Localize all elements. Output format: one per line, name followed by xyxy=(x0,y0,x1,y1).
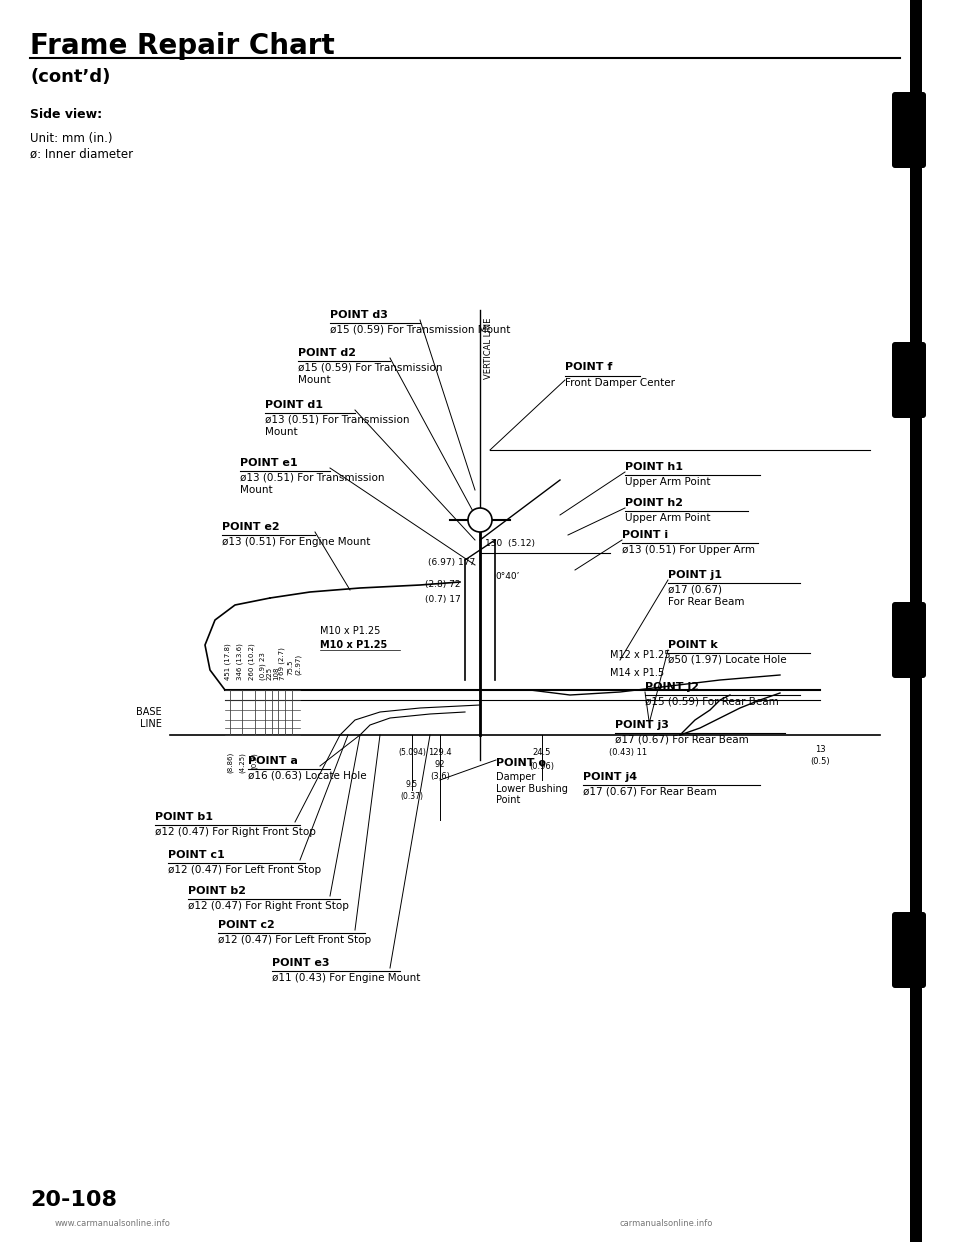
Text: Upper Arm Point: Upper Arm Point xyxy=(625,513,710,523)
Text: POINT c2: POINT c2 xyxy=(218,920,275,930)
FancyBboxPatch shape xyxy=(892,912,926,987)
Text: POINT j2: POINT j2 xyxy=(645,682,699,692)
Text: ø13 (0.51) For Transmission
Mount: ø13 (0.51) For Transmission Mount xyxy=(240,473,385,494)
Text: POINT h2: POINT h2 xyxy=(625,498,683,508)
Text: POINT h1: POINT h1 xyxy=(625,462,683,472)
Text: VERTICAL LINE: VERTICAL LINE xyxy=(484,318,493,379)
Text: M10 x P1.25: M10 x P1.25 xyxy=(320,626,380,636)
Text: (5.094): (5.094) xyxy=(398,748,426,758)
FancyBboxPatch shape xyxy=(892,342,926,419)
Text: ø50 (1.97) Locate Hole: ø50 (1.97) Locate Hole xyxy=(668,655,786,664)
Text: POINT b2: POINT b2 xyxy=(188,886,246,895)
Text: ø11 (0.43) For Engine Mount: ø11 (0.43) For Engine Mount xyxy=(272,972,420,982)
Bar xyxy=(910,0,922,1242)
Text: ø13 (0.51) For Transmission
Mount: ø13 (0.51) For Transmission Mount xyxy=(265,415,410,437)
Text: Frame Repair Chart: Frame Repair Chart xyxy=(30,32,335,60)
Text: 129.4: 129.4 xyxy=(428,748,452,758)
Text: POINT a: POINT a xyxy=(248,756,298,766)
Text: POINT e2: POINT e2 xyxy=(222,522,279,532)
FancyBboxPatch shape xyxy=(892,602,926,678)
Text: 225: 225 xyxy=(267,667,273,681)
Text: POINT d3: POINT d3 xyxy=(330,310,388,320)
Text: ø17 (0.67) For Rear Beam: ø17 (0.67) For Rear Beam xyxy=(615,735,749,745)
Text: 346 (13.6): 346 (13.6) xyxy=(237,643,243,681)
Text: (4.25): (4.25) xyxy=(239,751,245,773)
Text: ø12 (0.47) For Left Front Stop: ø12 (0.47) For Left Front Stop xyxy=(168,864,322,876)
Text: ø15 (0.59) For Transmission
Mount: ø15 (0.59) For Transmission Mount xyxy=(298,363,443,385)
Text: 92: 92 xyxy=(435,760,445,769)
Text: ø16 (0.63) Locate Hole: ø16 (0.63) Locate Hole xyxy=(248,771,367,781)
Text: 0°40’: 0°40’ xyxy=(495,573,519,581)
Text: Upper Arm Point: Upper Arm Point xyxy=(625,477,710,487)
Text: Front Damper Center: Front Damper Center xyxy=(565,378,675,388)
Text: POINT j4: POINT j4 xyxy=(583,773,637,782)
Text: 260 (10.2): 260 (10.2) xyxy=(249,643,255,681)
Text: (3.6): (3.6) xyxy=(430,773,450,781)
Text: 451 (17.8): 451 (17.8) xyxy=(225,643,231,681)
Text: Damper
Lower Bushing
Point: Damper Lower Bushing Point xyxy=(496,773,568,805)
Text: 20-108: 20-108 xyxy=(30,1190,117,1210)
Text: POINT j3: POINT j3 xyxy=(615,720,669,730)
Text: ø12 (0.47) For Right Front Stop: ø12 (0.47) For Right Front Stop xyxy=(155,827,316,837)
Text: ø17 (0.67) For Rear Beam: ø17 (0.67) For Rear Beam xyxy=(583,787,717,797)
Text: (2.97): (2.97) xyxy=(295,653,301,674)
Text: ø17 (0.67)
For Rear Beam: ø17 (0.67) For Rear Beam xyxy=(668,585,745,606)
Text: (0.37): (0.37) xyxy=(400,792,423,801)
Text: 75.5: 75.5 xyxy=(287,660,293,674)
Text: M10 x P1.25: M10 x P1.25 xyxy=(320,640,387,650)
Text: (cont’d): (cont’d) xyxy=(30,68,110,86)
Text: ø15 (0.59) For Transmission Mount: ø15 (0.59) For Transmission Mount xyxy=(330,325,511,335)
Text: POINT o: POINT o xyxy=(496,758,546,768)
Circle shape xyxy=(468,508,492,532)
Text: 9.5: 9.5 xyxy=(406,780,418,789)
Text: (0.43) 11: (0.43) 11 xyxy=(609,748,647,758)
Text: ø12 (0.47) For Right Front Stop: ø12 (0.47) For Right Front Stop xyxy=(188,900,348,910)
Text: 130  (5.12): 130 (5.12) xyxy=(485,539,535,548)
Text: Side view:: Side view: xyxy=(30,108,102,120)
Text: POINT e1: POINT e1 xyxy=(240,458,298,468)
Text: carmanualsonline.info: carmanualsonline.info xyxy=(620,1218,713,1228)
Text: M14 x P1.5: M14 x P1.5 xyxy=(610,668,664,678)
Text: 24.5: 24.5 xyxy=(533,748,551,758)
Text: 13: 13 xyxy=(815,745,826,754)
Text: ø13 (0.51) For Engine Mount: ø13 (0.51) For Engine Mount xyxy=(222,537,371,546)
Text: www.carmanualsonline.info: www.carmanualsonline.info xyxy=(55,1218,171,1228)
Text: BASE
LINE: BASE LINE xyxy=(136,708,162,729)
Text: POINT d2: POINT d2 xyxy=(298,348,356,358)
Text: (8.86): (8.86) xyxy=(227,751,233,774)
Text: POINT i: POINT i xyxy=(622,530,668,540)
Text: ø13 (0.51) For Upper Arm: ø13 (0.51) For Upper Arm xyxy=(622,545,755,555)
Text: (2.8) 72: (2.8) 72 xyxy=(425,580,461,589)
Text: POINT f: POINT f xyxy=(565,361,612,373)
Text: POINT e3: POINT e3 xyxy=(272,958,329,968)
Text: 7: 7 xyxy=(279,676,285,681)
Text: ø: Inner diameter: ø: Inner diameter xyxy=(30,148,133,161)
Text: 108: 108 xyxy=(273,667,279,681)
Text: (0.9) 23: (0.9) 23 xyxy=(260,652,266,681)
Text: ø12 (0.47) For Left Front Stop: ø12 (0.47) For Left Front Stop xyxy=(218,935,372,945)
Text: POINT b1: POINT b1 xyxy=(155,812,213,822)
Text: POINT d1: POINT d1 xyxy=(265,400,323,410)
Text: (0.3): (0.3) xyxy=(251,751,257,769)
Text: POINT j1: POINT j1 xyxy=(668,570,722,580)
Text: (0.96): (0.96) xyxy=(530,763,555,771)
Text: Unit: mm (in.): Unit: mm (in.) xyxy=(30,132,112,145)
Text: 69 (2.7): 69 (2.7) xyxy=(278,647,285,674)
Text: (0.7) 17: (0.7) 17 xyxy=(425,595,461,604)
Text: M12 x P1.25: M12 x P1.25 xyxy=(610,650,670,660)
Text: (0.5): (0.5) xyxy=(810,758,829,766)
Text: POINT k: POINT k xyxy=(668,640,718,650)
Text: ø15 (0.59) For Rear Beam: ø15 (0.59) For Rear Beam xyxy=(645,697,779,707)
Text: (6.97) 177: (6.97) 177 xyxy=(428,558,475,568)
Text: POINT c1: POINT c1 xyxy=(168,850,225,859)
FancyBboxPatch shape xyxy=(892,92,926,168)
